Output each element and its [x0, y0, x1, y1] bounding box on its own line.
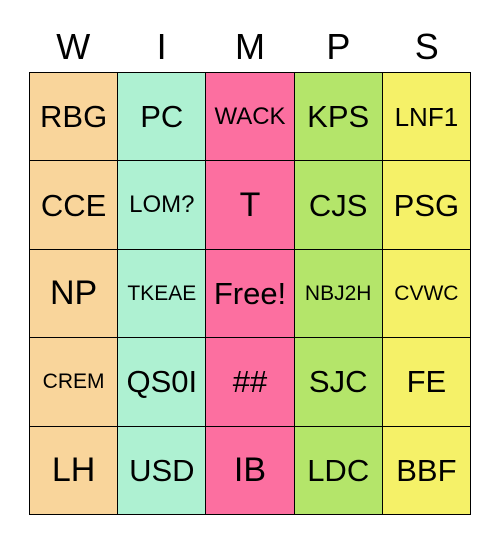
bingo-cell[interactable]: T	[206, 161, 295, 250]
bingo-cell[interactable]: NBJ2H	[294, 249, 383, 339]
bingo-cell[interactable]: RBG	[30, 73, 119, 162]
bingo-board: RBG PC WACK KPS LNF1 CCE LOM? T CJS PSG …	[29, 72, 471, 515]
bingo-cell[interactable]: USD	[118, 426, 207, 515]
bingo-cell[interactable]: KPS	[294, 73, 383, 162]
header-letter-s: S	[414, 26, 439, 67]
bingo-cell[interactable]: CREM	[30, 338, 119, 427]
bingo-cell[interactable]: FE	[382, 338, 471, 427]
header-letter-w: W	[56, 26, 91, 67]
bingo-cell[interactable]: LH	[30, 426, 119, 515]
bingo-cell[interactable]: CVWC	[382, 249, 471, 339]
header-letter-p: P	[326, 26, 351, 67]
bingo-cell[interactable]: SJC	[294, 338, 383, 427]
bingo-cell[interactable]: PC	[118, 73, 207, 162]
bingo-cell[interactable]: PSG	[382, 161, 471, 250]
bingo-cell[interactable]: LNF1	[382, 73, 471, 162]
bingo-cell[interactable]: BBF	[382, 426, 471, 515]
bingo-cell[interactable]: LDC	[294, 426, 383, 515]
bingo-cell[interactable]: QS0I	[118, 338, 207, 427]
bingo-cell[interactable]: CJS	[294, 161, 383, 250]
bingo-cell[interactable]: LOM?	[118, 161, 207, 250]
bingo-cell[interactable]: TKEAE	[118, 249, 207, 339]
bingo-cell[interactable]: IB	[206, 426, 295, 515]
bingo-cell[interactable]: ##	[206, 338, 295, 427]
bingo-cell[interactable]: NP	[30, 249, 119, 339]
header-letter-i: I	[156, 26, 167, 67]
bingo-cell[interactable]: CCE	[30, 161, 119, 250]
header-letter-m: M	[234, 26, 265, 67]
free-space-cell[interactable]: Free!	[206, 249, 295, 339]
bingo-header: W I M P S	[29, 22, 471, 72]
bingo-cell[interactable]: WACK	[206, 73, 295, 162]
